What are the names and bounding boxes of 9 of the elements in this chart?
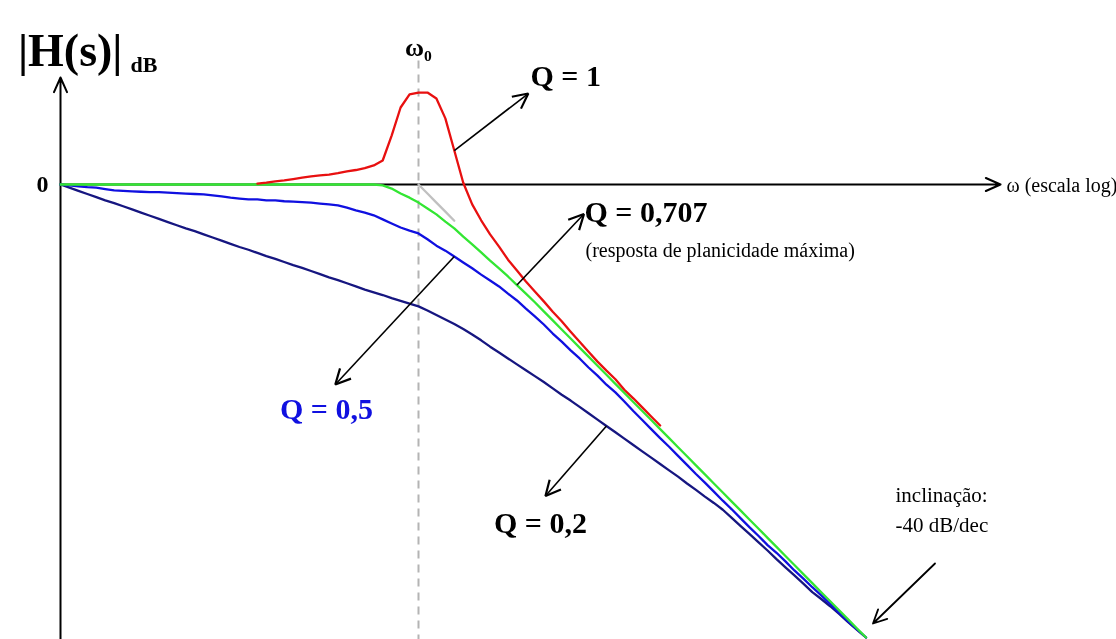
text: inclinação: -40 dB/dec [895,482,989,537]
text: ω (escala log) [1006,173,1116,197]
text: 0 [36,171,49,197]
annotation: (resposta de planicidade máxima) [585,238,855,262]
text: Q = 0,707 [584,195,708,228]
text: Q = 1 [530,59,601,92]
text: ω₀ [405,33,433,62]
text: Q = 0,2 [494,506,587,539]
text: Q = 0,5 [280,392,373,425]
